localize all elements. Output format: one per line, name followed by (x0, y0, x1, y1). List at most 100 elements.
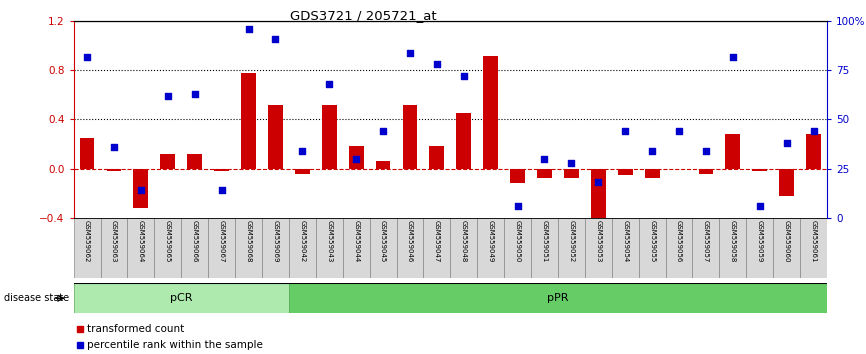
Text: GSM559058: GSM559058 (730, 219, 736, 262)
Point (403, 50, 417, 56)
Text: GSM559065: GSM559065 (165, 219, 171, 262)
Bar (349, 147, 364, 169)
Bar (160, 154, 175, 169)
Point (268, 36, 282, 42)
Point (753, 203, 766, 209)
Bar (430, 147, 444, 169)
Bar (558, 218, 585, 278)
Bar (483, 56, 498, 169)
Point (349, 156, 363, 161)
Bar (241, 73, 256, 169)
Text: GSM559054: GSM559054 (623, 219, 628, 262)
Text: GSM559042: GSM559042 (300, 219, 306, 262)
Bar (295, 169, 310, 173)
Point (322, 81, 336, 87)
Point (484, 8, 498, 14)
Bar (456, 113, 471, 169)
Point (376, 129, 390, 134)
Point (188, 91, 202, 97)
Bar (779, 169, 794, 196)
Text: percentile rank within the sample: percentile rank within the sample (87, 340, 263, 350)
Point (565, 160, 578, 166)
Text: GSM559067: GSM559067 (218, 219, 224, 262)
Bar (450, 218, 477, 278)
Bar (107, 169, 121, 171)
Bar (235, 218, 262, 278)
Text: GSM559050: GSM559050 (514, 219, 520, 262)
Text: disease state: disease state (4, 293, 69, 303)
Text: GSM559043: GSM559043 (326, 219, 333, 262)
Bar (133, 169, 148, 208)
Text: GSM559062: GSM559062 (84, 219, 90, 262)
Bar (504, 218, 531, 278)
Bar (322, 105, 337, 169)
Point (161, 93, 175, 99)
Text: GSM559051: GSM559051 (541, 219, 547, 262)
Text: pPR: pPR (547, 293, 569, 303)
Bar (477, 218, 504, 278)
Text: GSM559060: GSM559060 (784, 219, 790, 262)
Bar (289, 218, 316, 278)
Bar (806, 134, 821, 169)
Point (726, 54, 740, 59)
Bar (376, 161, 391, 169)
Bar (591, 169, 605, 233)
Bar (316, 218, 343, 278)
Bar (720, 218, 746, 278)
Point (618, 129, 632, 134)
Text: GDS3721 / 205721_at: GDS3721 / 205721_at (290, 9, 437, 22)
Text: GSM559069: GSM559069 (273, 219, 278, 262)
Point (779, 140, 793, 146)
Text: GSM559057: GSM559057 (703, 219, 709, 262)
Point (295, 148, 309, 154)
Bar (638, 218, 666, 278)
Bar (343, 218, 370, 278)
Bar (585, 218, 611, 278)
Point (591, 179, 605, 185)
Text: GSM559063: GSM559063 (111, 219, 117, 262)
Bar (100, 218, 127, 278)
Bar (127, 218, 154, 278)
Bar (74, 283, 289, 313)
Text: GSM559048: GSM559048 (461, 219, 467, 262)
Text: pCR: pCR (170, 293, 192, 303)
Point (672, 129, 686, 134)
Text: GSM559047: GSM559047 (434, 219, 440, 262)
Text: GSM559056: GSM559056 (676, 219, 682, 262)
Text: GSM559052: GSM559052 (568, 219, 574, 262)
Point (511, 203, 525, 209)
Text: GSM559064: GSM559064 (138, 219, 144, 262)
Bar (403, 105, 417, 169)
Text: GSM559049: GSM559049 (488, 219, 494, 262)
Bar (370, 218, 397, 278)
Point (538, 156, 552, 161)
Text: GSM559059: GSM559059 (757, 219, 763, 262)
Bar (693, 218, 720, 278)
Bar (187, 154, 202, 169)
Bar (611, 218, 638, 278)
Bar (262, 218, 289, 278)
Text: GSM559053: GSM559053 (595, 219, 601, 262)
Point (699, 148, 713, 154)
Bar (74, 218, 100, 278)
Bar (617, 169, 633, 175)
Bar (214, 169, 229, 171)
Point (107, 144, 121, 150)
Point (81, 54, 94, 59)
Bar (268, 105, 283, 169)
Bar (423, 218, 450, 278)
Bar (510, 169, 525, 183)
Point (457, 73, 471, 79)
Bar (154, 218, 181, 278)
Bar (666, 218, 693, 278)
Bar (699, 169, 714, 173)
Bar (746, 218, 773, 278)
Bar (181, 218, 208, 278)
Bar (397, 218, 423, 278)
Bar (726, 134, 740, 169)
Point (430, 62, 443, 67)
Bar (800, 218, 827, 278)
Text: transformed count: transformed count (87, 324, 184, 333)
Bar (208, 218, 235, 278)
Text: GSM559055: GSM559055 (650, 219, 655, 262)
